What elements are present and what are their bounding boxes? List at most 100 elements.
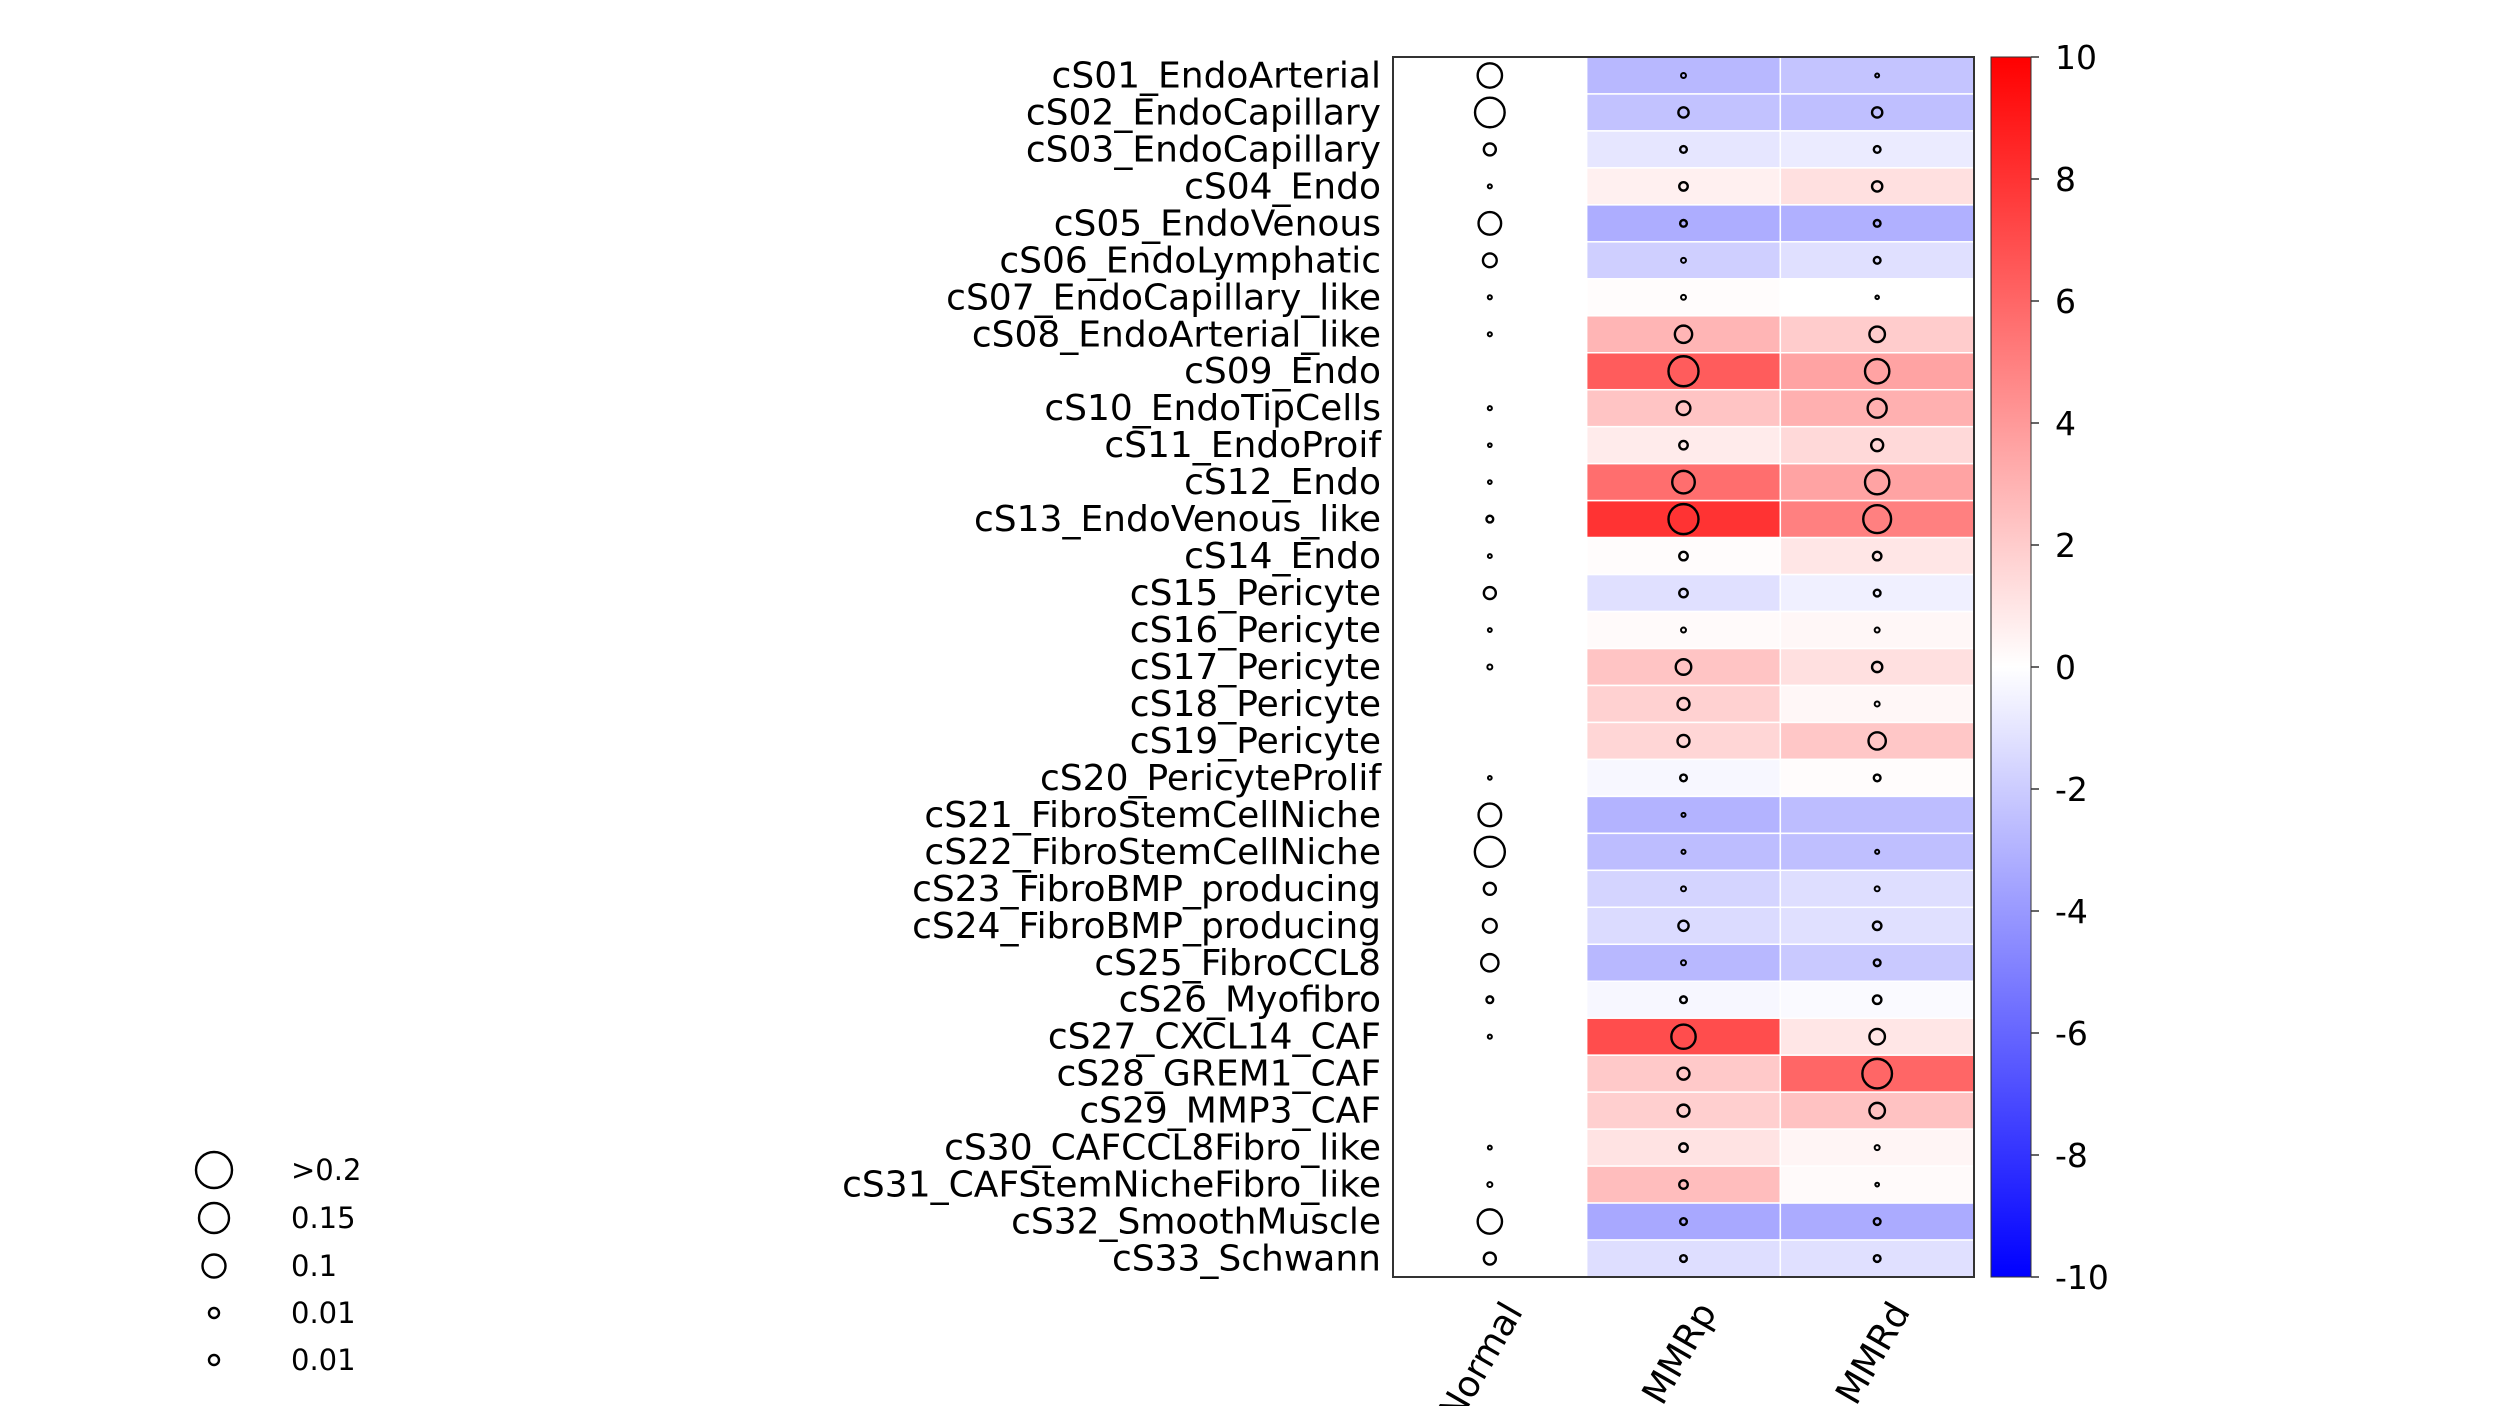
heatmap-cell	[1392, 1017, 1588, 1056]
size-legend: >0.2 0.15 0.1 0.01 0.01	[194, 1150, 361, 1377]
heatmap-cell	[1392, 462, 1588, 502]
size-dot	[1673, 324, 1694, 345]
size-dot	[1676, 1066, 1691, 1081]
size-dot	[1486, 479, 1493, 486]
heatmap-cell	[1392, 795, 1588, 835]
row-label: cS04_Endo	[1184, 166, 1381, 207]
size-dot	[1486, 442, 1493, 449]
heatmap-cell	[1779, 795, 1975, 835]
heatmap-cell	[1779, 536, 1975, 576]
size-dot	[1872, 958, 1882, 968]
heatmap-cell	[1779, 1165, 1975, 1204]
heatmap-cell	[1585, 1091, 1782, 1130]
heatmap-cell	[1585, 573, 1782, 613]
heatmap-cell	[1585, 204, 1782, 243]
heatmap-cell	[1585, 278, 1782, 317]
heatmap-cell	[1585, 130, 1782, 169]
size-dot	[1476, 62, 1504, 89]
size-dot	[1869, 437, 1885, 453]
heatmap-cell	[1392, 1054, 1588, 1093]
size-dot	[1874, 848, 1881, 855]
heatmap-cell	[1779, 1202, 1975, 1241]
heatmap-cell	[1392, 647, 1588, 687]
size-dot	[1680, 256, 1687, 264]
column-labels: Normal MMRp MMRd	[1431, 1296, 1919, 1406]
size-dot	[1678, 1179, 1689, 1191]
row-label: cS25_FibroCCL8	[1094, 943, 1381, 984]
colorbar-tick-label: 4	[2055, 404, 2076, 443]
heatmap-cell	[1585, 758, 1782, 798]
row-label: cS06_EndoLymphatic	[999, 240, 1381, 281]
heatmap-cell	[1392, 573, 1588, 613]
size-dot	[1486, 183, 1493, 190]
colorbar-tick-label: -10	[2055, 1258, 2109, 1297]
size-dot	[1870, 180, 1884, 193]
heatmap-cell	[1392, 610, 1588, 650]
size-dot	[1872, 773, 1882, 783]
heatmap-cell	[1392, 1165, 1588, 1204]
row-label: cS16_Pericyte	[1130, 610, 1381, 651]
size-dot	[1670, 1023, 1697, 1051]
heatmap-cell	[1392, 684, 1588, 724]
row-label: cS03_EndoCapillary	[1026, 129, 1381, 170]
row-label: cS05_EndoVenous	[1054, 203, 1381, 244]
size-dot	[1866, 397, 1888, 419]
colorbar-tick-label: 6	[2055, 282, 2076, 321]
size-dot	[1871, 994, 1883, 1006]
size-dot	[1872, 588, 1882, 598]
row-label: cS26_Myofibro	[1119, 980, 1381, 1021]
size-dot	[1861, 1057, 1894, 1090]
size-dot	[1479, 952, 1500, 973]
size-dot	[1671, 469, 1696, 495]
row-label: cS08_EndoArterial_like	[972, 314, 1381, 355]
size-dot	[1872, 1253, 1882, 1264]
size-dot	[1680, 959, 1687, 967]
legend-label: 0.01	[291, 1296, 356, 1330]
heatmap-cell	[1585, 610, 1782, 650]
row-label: cS15_Pericyte	[1130, 573, 1381, 614]
row-label: cS02_EndoCapillary	[1026, 92, 1381, 133]
legend-dot	[197, 1201, 231, 1235]
size-dot	[1863, 468, 1891, 496]
heatmap-cell	[1779, 610, 1975, 650]
colorbar-tick-label: -4	[2055, 892, 2088, 931]
heatmap-cell	[1585, 1202, 1782, 1241]
legend-label: 0.01	[291, 1343, 356, 1377]
heatmap-cell	[1779, 425, 1975, 465]
legend-label: 0.1	[291, 1249, 337, 1283]
heatmap-cell	[1585, 315, 1782, 354]
heatmap-cell	[1392, 1128, 1588, 1167]
size-dot	[1677, 919, 1690, 933]
heatmap-cell	[1585, 499, 1782, 539]
colorbar-tick-label: 10	[2055, 38, 2097, 77]
row-label: cS12_Endo	[1184, 462, 1381, 503]
size-dot	[1678, 550, 1689, 562]
size-dot	[1873, 626, 1881, 634]
heatmap-cell	[1585, 1128, 1782, 1167]
heatmap-cell	[1585, 869, 1782, 909]
heatmap-cell	[1779, 758, 1975, 798]
size-dot	[1874, 1181, 1881, 1188]
size-dot	[1482, 881, 1498, 897]
size-dot	[1680, 848, 1687, 855]
colorbar-tick-label: -8	[2055, 1136, 2088, 1175]
heatmap-cell	[1585, 241, 1782, 280]
row-label: cS21_FibroStemCellNiche	[924, 795, 1381, 836]
size-dot	[1862, 504, 1893, 535]
colorbar-tick-label: -2	[2055, 770, 2088, 809]
dot-markers	[1473, 62, 1894, 1266]
row-label: cS32_SmoothMuscle	[1011, 1202, 1381, 1243]
size-dot	[1868, 325, 1887, 344]
size-dot	[1667, 502, 1700, 536]
heatmap-cells	[1392, 56, 1975, 1278]
legend-label: 0.15	[291, 1201, 356, 1235]
size-dot	[1486, 1144, 1493, 1151]
heatmap-cell	[1392, 499, 1588, 539]
size-dot	[1678, 439, 1689, 451]
size-dot	[1873, 700, 1881, 708]
heatmap-cell	[1585, 1165, 1782, 1204]
size-dot	[1870, 106, 1884, 119]
size-dot	[1486, 1181, 1494, 1189]
row-label: cS23_FibroBMP_producing	[912, 869, 1381, 910]
size-dot	[1873, 885, 1881, 893]
